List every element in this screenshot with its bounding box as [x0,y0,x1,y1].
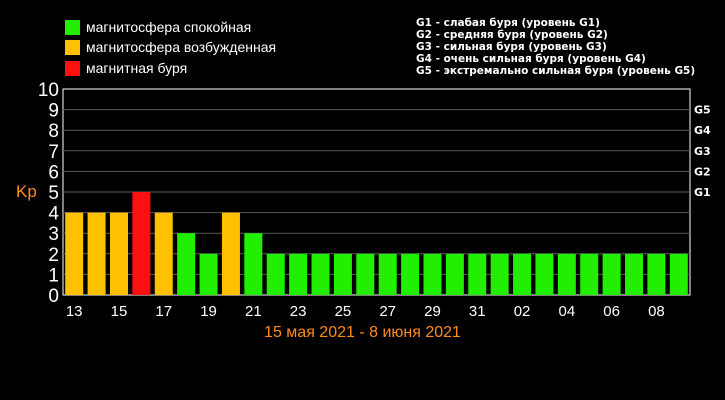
legend-swatch-quiet [65,19,80,35]
x-tick-label: 08 [648,303,665,320]
x-tick-label: 04 [558,303,575,320]
bar [490,253,509,295]
y-tick-label: 3 [48,224,59,245]
x-tick-label: 19 [200,303,217,320]
legend-label-quiet: магнитосфера спокойная [86,19,252,35]
bar [244,233,263,295]
legend-swatch-storm [65,60,80,76]
bar [625,253,644,295]
bar [557,253,576,295]
x-tick-label: 17 [155,303,172,320]
bar [177,233,196,295]
bar [311,253,330,295]
x-tick-label: 13 [66,303,83,320]
y-tick-label: 4 [48,204,59,225]
bar [445,253,464,295]
x-tick-label: 15 [111,303,128,320]
legend-label-active: магнитосфера возбужденная [86,39,277,55]
y-axis-label: Kp [16,182,37,201]
bar [154,212,173,295]
g-legend-g1: G1 - слабая буря (уровень G1) [416,17,600,29]
bar [199,253,218,295]
x-tick-label: 29 [424,303,441,320]
bar [333,253,352,295]
bar [65,212,84,295]
x-axis-date-range: 15 мая 2021 - 8 июня 2021 [264,324,461,341]
right-tick-label: G2 [694,165,711,178]
bar [423,253,442,295]
g-scale-legend: G1 - слабая буря (уровень G1) G2 - средн… [416,17,695,77]
y-tick-label: 5 [48,183,59,204]
right-tick-label: G1 [694,186,711,199]
y-tick-label: 8 [48,121,59,142]
y-tick-label: 2 [48,245,59,266]
y-tick-label: 0 [48,286,59,307]
g-legend-g3: G3 - сильная буря (уровень G3) [416,41,607,53]
x-tick-label: 27 [379,303,396,320]
x-tick-label: 25 [335,303,352,320]
y-tick-label: 1 [48,265,59,286]
legend-label-storm: магнитная буря [86,60,188,76]
x-tick-label: 31 [469,303,486,320]
g-legend-g5: G5 - экстремально сильная буря (уровень … [416,65,696,77]
bar [647,253,666,295]
x-tick-label: 06 [603,303,620,320]
bar [356,253,375,295]
bar [468,253,487,295]
bar [401,253,420,295]
bar [87,212,106,295]
legend-item-storm: магнитная буря [65,59,187,77]
bar [221,212,240,295]
bar [132,192,151,295]
right-tick-label: G4 [694,124,711,137]
y-tick-label: 9 [48,101,59,122]
x-tick-label: 23 [290,303,307,320]
legend-item-quiet: магнитосфера спокойная [65,18,251,36]
bar [580,253,599,295]
x-tick-label: 02 [514,303,531,320]
legend-item-active: магнитосфера возбужденная [65,38,276,56]
bar [378,253,397,295]
bar [535,253,554,295]
y-tick-label: 7 [48,142,59,163]
bar [602,253,621,295]
g-legend-g2: G2 - средняя буря (уровень G2) [416,29,608,41]
bar [266,253,285,295]
legend-swatch-active [65,39,80,55]
right-tick-label: G5 [694,104,711,117]
x-tick-label: 21 [245,303,262,320]
bar [109,212,128,295]
y-tick-label: 6 [48,162,59,183]
right-tick-label: G3 [694,145,711,158]
bar [289,253,308,295]
bar [513,253,532,295]
y-tick-label: 10 [38,80,59,101]
g-legend-g4: G4 - очень сильная буря (уровень G4) [416,53,646,65]
bar [669,253,688,295]
